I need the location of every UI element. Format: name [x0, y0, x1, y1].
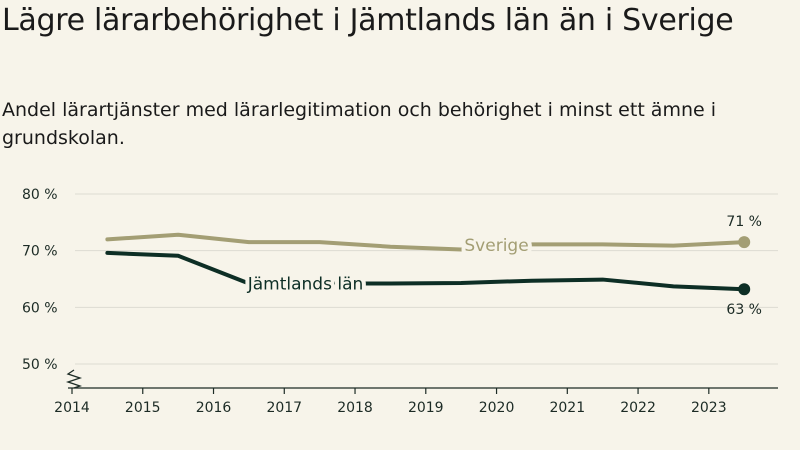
y-tick-label: 50 % [22, 357, 58, 373]
x-tick-label: 2020 [479, 400, 515, 416]
jamtland-line [105, 250, 747, 292]
y-tick-label: 60 % [22, 300, 58, 316]
jamtland-end-point [738, 283, 751, 296]
series-labels: Sverige 71 % Jämtlands län 63 % [243, 214, 762, 318]
x-tick-label: 2015 [125, 400, 161, 416]
x-tick-label: 2016 [196, 400, 232, 416]
series-lines [105, 232, 751, 296]
x-tick-label: 2023 [691, 400, 727, 416]
jamtland-series-label: Jämtlands län [247, 275, 364, 295]
sverige-series-label: Sverige [464, 236, 528, 256]
chart-title: Lägre lärarbehörighet i Jämtlands län än… [2, 3, 734, 38]
x-tick-label: 2022 [620, 400, 656, 416]
y-axis-ticks: 50 % 60 % 70 % 80 % [22, 187, 58, 373]
x-tick-label: 2019 [408, 400, 444, 416]
sverige-end-label: 71 % [726, 214, 762, 230]
jamtland-end-label: 63 % [726, 302, 762, 318]
line-chart: 50 %60 %70 %80 % 2014 2015 2016 2017 2018 201… [22, 187, 778, 416]
sverige-end-point [738, 236, 751, 249]
chart-subtitle: Andel lärartjänster med lärarlegitimatio… [2, 99, 717, 149]
sverige-line [105, 232, 747, 252]
x-tick-label: 2021 [549, 400, 585, 416]
gridlines [75, 193, 778, 365]
x-tick-label: 2018 [337, 400, 373, 416]
axis-break-icon [65, 369, 83, 389]
x-tick-label: 2014 [54, 400, 90, 416]
y-tick-label: 80 % [22, 187, 58, 203]
x-tick-label: 2017 [266, 400, 302, 416]
y-tick-label: 70 % [22, 244, 58, 260]
x-axis: 2014 2015 2016 2017 2018 2019 2020 2021 2022 2023 [54, 369, 778, 416]
